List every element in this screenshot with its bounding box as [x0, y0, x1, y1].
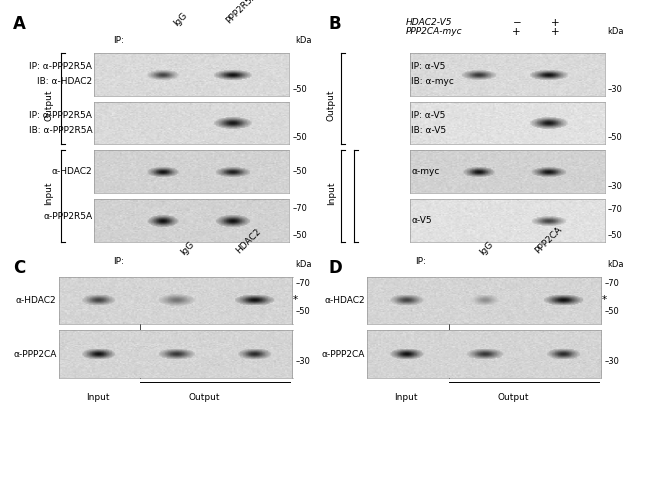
- Text: IP: α-PPP2R5A: IP: α-PPP2R5A: [29, 62, 92, 71]
- Text: α-PPP2CA: α-PPP2CA: [322, 350, 365, 359]
- Text: IB: α-HDAC2: IB: α-HDAC2: [37, 77, 92, 87]
- Text: IB: α-PPP2R5A: IB: α-PPP2R5A: [29, 126, 92, 135]
- Text: kDa: kDa: [296, 36, 312, 45]
- Text: –30: –30: [296, 357, 311, 366]
- Text: –50: –50: [608, 231, 623, 240]
- Text: PPP2R5A: PPP2R5A: [224, 0, 259, 25]
- Text: HDAC2-V5: HDAC2-V5: [406, 18, 453, 27]
- Text: kDa: kDa: [608, 27, 624, 36]
- Text: Input: Input: [44, 182, 53, 205]
- Text: α-PPP2CA: α-PPP2CA: [13, 350, 57, 359]
- Text: B: B: [328, 15, 341, 33]
- Text: IP:: IP:: [415, 257, 426, 266]
- Text: PPP2CA-myc: PPP2CA-myc: [406, 27, 463, 36]
- Text: IP:: IP:: [112, 257, 124, 266]
- Text: α-HDAC2: α-HDAC2: [16, 296, 57, 305]
- Text: IgG: IgG: [179, 239, 196, 257]
- Text: –50: –50: [292, 231, 307, 240]
- Text: Output: Output: [327, 90, 336, 121]
- Text: IgG: IgG: [172, 11, 190, 28]
- Text: –30: –30: [604, 357, 619, 366]
- Text: −: −: [512, 18, 521, 28]
- Text: IB: α-V5: IB: α-V5: [411, 126, 447, 135]
- Text: IP:: IP:: [112, 36, 124, 45]
- Text: D: D: [328, 259, 342, 277]
- Text: –50: –50: [296, 306, 311, 315]
- Text: –30: –30: [608, 182, 623, 191]
- Text: +: +: [551, 27, 560, 37]
- Text: –50: –50: [608, 133, 623, 142]
- Text: A: A: [13, 15, 26, 33]
- Text: α-HDAC2: α-HDAC2: [52, 167, 92, 176]
- Text: –70: –70: [292, 204, 307, 213]
- Text: –70: –70: [296, 279, 311, 288]
- Text: IP: α-V5: IP: α-V5: [411, 62, 446, 71]
- Text: Output: Output: [44, 90, 53, 121]
- Text: α-HDAC2: α-HDAC2: [324, 296, 365, 305]
- Text: –50: –50: [292, 167, 307, 176]
- Text: Input: Input: [327, 182, 336, 205]
- Text: kDa: kDa: [608, 260, 624, 269]
- Text: IP: α-V5: IP: α-V5: [411, 111, 446, 120]
- Text: +: +: [512, 27, 521, 37]
- Text: α-PPP2R5A: α-PPP2R5A: [43, 212, 92, 221]
- Text: –30: –30: [608, 85, 623, 94]
- Text: kDa: kDa: [296, 260, 312, 269]
- Text: IgG: IgG: [478, 239, 495, 257]
- Text: –50: –50: [292, 133, 307, 142]
- Text: IP: α-PPP2R5A: IP: α-PPP2R5A: [29, 111, 92, 120]
- Text: IB: α-myc: IB: α-myc: [411, 77, 454, 87]
- Text: *: *: [602, 295, 607, 305]
- Text: Output: Output: [498, 393, 529, 402]
- Text: Input: Input: [395, 393, 418, 402]
- Text: +: +: [551, 18, 560, 28]
- Text: *: *: [293, 295, 298, 305]
- Text: α-myc: α-myc: [411, 167, 440, 176]
- Text: Output: Output: [189, 393, 220, 402]
- Text: –70: –70: [604, 279, 619, 288]
- Text: –50: –50: [604, 306, 619, 315]
- Text: C: C: [13, 259, 25, 277]
- Text: –70: –70: [608, 205, 623, 214]
- Text: –50: –50: [292, 85, 307, 94]
- Text: α-V5: α-V5: [411, 216, 432, 225]
- Text: Input: Input: [86, 393, 109, 402]
- Text: PPP2CA: PPP2CA: [533, 225, 564, 256]
- Text: HDAC2: HDAC2: [234, 227, 263, 256]
